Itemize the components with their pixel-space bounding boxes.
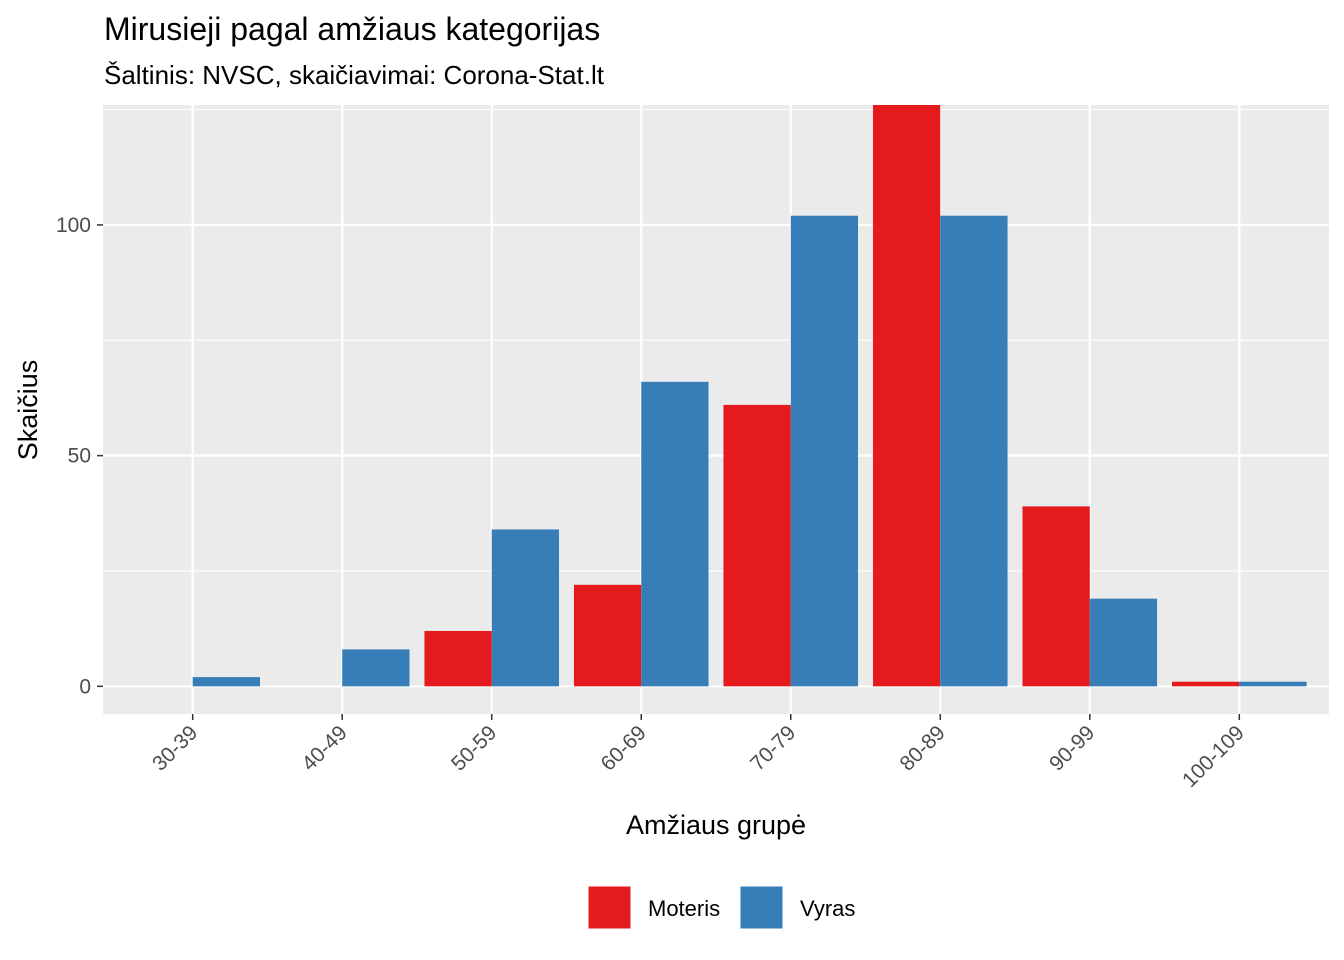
bar-moteris-60-69 (573, 584, 642, 687)
bar-moteris-80-89 (872, 105, 941, 687)
x-axis-title: Amžiaus grupė (626, 810, 806, 840)
bar-moteris-70-79 (723, 404, 791, 687)
chart-title: Mirusieji pagal amžiaus kategorijas (104, 11, 600, 47)
bar-moteris-90-99 (1022, 506, 1090, 687)
legend-key-moteris (587, 885, 632, 930)
x-tick-label: 40-49 (298, 721, 352, 775)
y-tick-label: 0 (79, 675, 91, 698)
x-tick-label: 100-109 (1178, 721, 1249, 792)
x-axis: 30-39 40-49 50-59 60-69 70-79 80-89 90-99 100-1… (148, 714, 1249, 792)
chart-subtitle: Šaltinis: NVSC, skaičiavimai: Corona-Sta… (104, 60, 605, 90)
bar-vyras-90-99 (1089, 598, 1158, 687)
y-axis-title: Skaičius (13, 360, 43, 461)
bar-vyras-50-59 (491, 529, 560, 687)
bar-vyras-100-109 (1239, 681, 1307, 687)
legend-key-vyras (739, 885, 784, 930)
x-tick-label: 70-79 (746, 721, 800, 775)
x-tick-label: 90-99 (1045, 721, 1099, 775)
bar-vyras-80-89 (940, 215, 1008, 687)
x-tick-label: 50-59 (447, 721, 501, 775)
bar-vyras-60-69 (641, 381, 709, 687)
y-tick-label: 100 (56, 214, 91, 237)
y-tick-label: 50 (68, 445, 91, 468)
legend: Moteris Vyras (587, 885, 855, 930)
legend-label-vyras: Vyras (800, 896, 855, 921)
y-axis: 0 50 100 (56, 214, 103, 698)
x-tick-label: 30-39 (148, 721, 202, 775)
bar-vyras-30-39 (192, 677, 260, 687)
bar-vyras-40-49 (342, 649, 410, 687)
bar-vyras-70-79 (790, 215, 859, 687)
x-tick-label: 80-89 (896, 721, 950, 775)
bar-moteris-100-109 (1172, 681, 1240, 687)
x-tick-label: 60-69 (597, 721, 651, 775)
legend-label-moteris: Moteris (648, 896, 720, 921)
bar-moteris-50-59 (424, 630, 492, 687)
plot-area (103, 105, 1329, 714)
